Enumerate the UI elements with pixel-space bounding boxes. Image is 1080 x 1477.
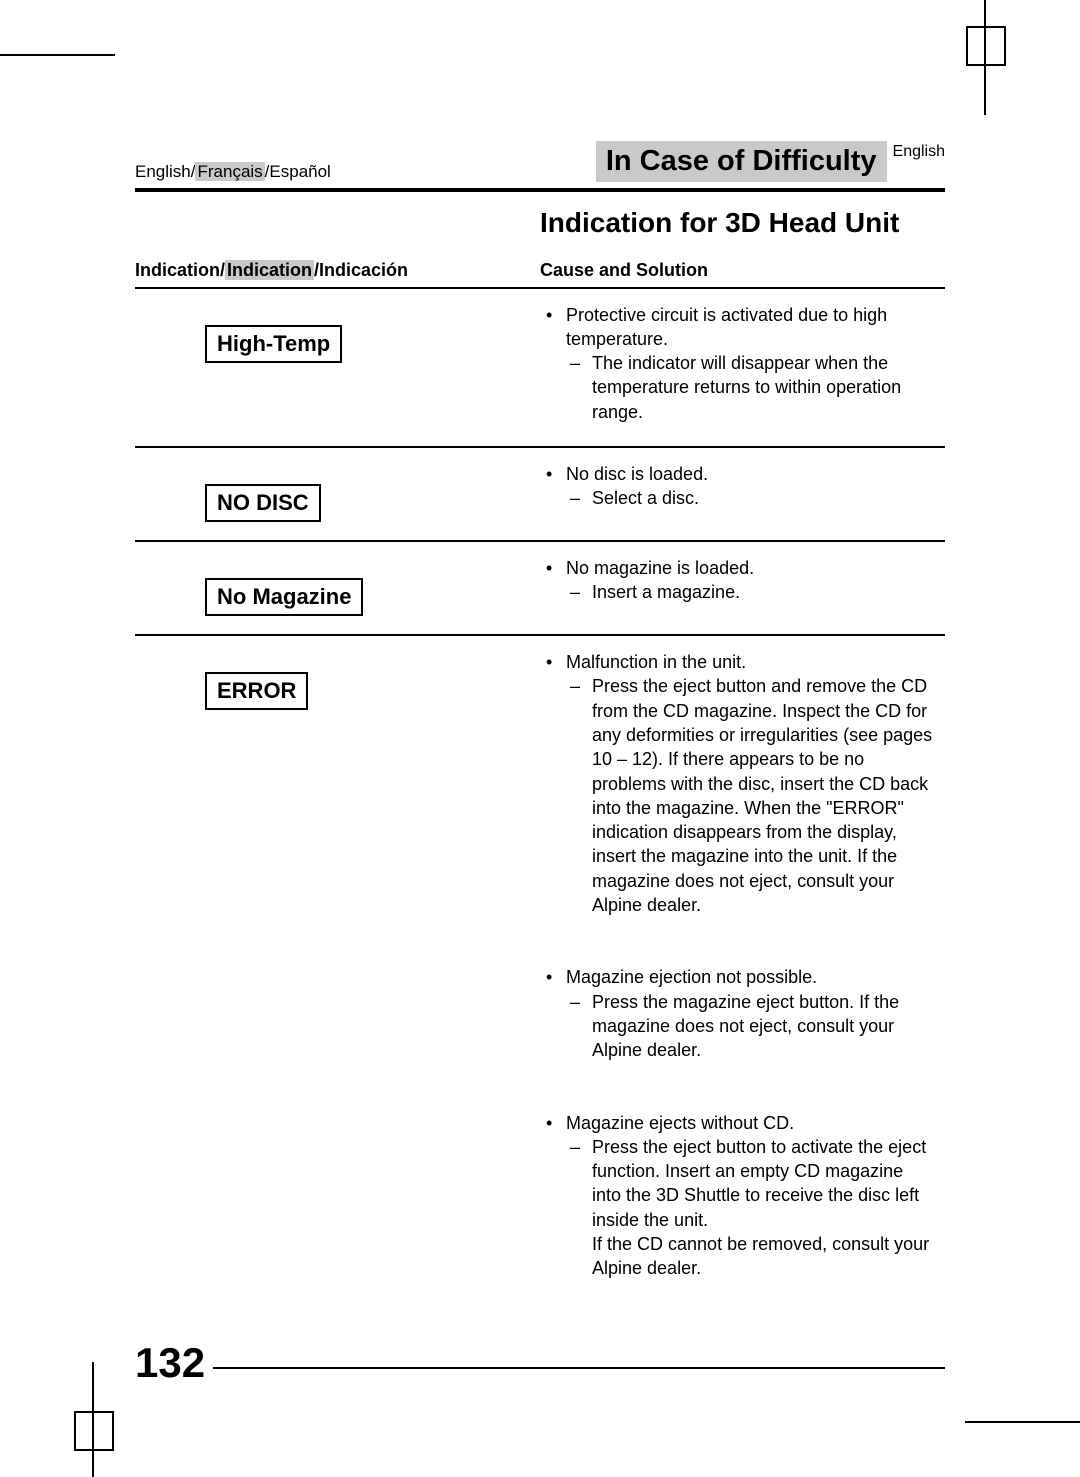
cause-cell: No disc is loaded. Select a disc. — [540, 462, 945, 522]
manual-page: English/Français/Español In Case of Diff… — [0, 0, 1080, 1477]
col-header-part: Indication/ — [135, 260, 225, 280]
table-row: ERROR Malfunction in the unit. Press the… — [135, 636, 945, 1303]
page-subtitle: Indication for 3D Head Unit — [540, 206, 945, 240]
divider-thick — [135, 188, 945, 192]
crop-mark — [965, 1421, 1080, 1423]
indicator-high-temp: High-Temp — [205, 325, 342, 363]
solution-text: Press the eject button to activate the e… — [566, 1135, 935, 1281]
col-header-part: /Indicación — [314, 260, 408, 280]
lang-francais: Français — [195, 162, 264, 181]
cause-cell: No magazine is loaded. Insert a magazine… — [540, 556, 945, 616]
cause-text: Malfunction in the unit. Press the eject… — [540, 650, 935, 917]
cause-line: No disc is loaded. — [566, 464, 708, 484]
extra-cause-block: Magazine ejects without CD. Press the ej… — [540, 1111, 935, 1281]
cause-line: Malfunction in the unit. — [566, 652, 746, 672]
crop-mark — [74, 1411, 114, 1451]
section-title: In Case of Difficulty — [596, 141, 887, 182]
lang-line: English/Français/Español — [135, 140, 596, 182]
cause-text: No magazine is loaded. Insert a magazine… — [540, 556, 935, 605]
page-number: 132 — [135, 1339, 205, 1387]
footer-rule — [213, 1367, 945, 1369]
crop-mark — [966, 26, 1006, 66]
language-tag: English — [893, 143, 945, 161]
table-row: NO DISC No disc is loaded. Select a disc… — [135, 448, 945, 542]
solution-line: Press the eject button to activate the e… — [592, 1137, 926, 1230]
page-header: English/Français/Español In Case of Diff… — [135, 140, 945, 182]
cause-text: Protective circuit is activated due to h… — [540, 303, 935, 424]
indicator-cell: ERROR — [135, 650, 540, 1285]
crop-mark — [0, 54, 115, 56]
section-title-wrap: In Case of Difficulty English — [596, 141, 945, 182]
extra-cause-block: Magazine ejection not possible. Press th… — [540, 965, 935, 1062]
col-header-indication: Indication/Indication/Indicación — [135, 260, 540, 281]
cause-text: Magazine ejection not possible. Press th… — [540, 965, 935, 1062]
indicator-error: ERROR — [205, 672, 308, 710]
indicator-no-disc: NO DISC — [205, 484, 321, 522]
cause-text: Magazine ejects without CD. Press the ej… — [540, 1111, 935, 1281]
cause-cell: Malfunction in the unit. Press the eject… — [540, 650, 945, 1285]
indicator-cell: NO DISC — [135, 462, 540, 522]
cause-line: Magazine ejection not possible. — [566, 967, 817, 987]
solution-text: Press the eject button and remove the CD… — [566, 674, 935, 917]
cause-line: Magazine ejects without CD. — [566, 1113, 794, 1133]
table-row: High-Temp Protective circuit is activate… — [135, 289, 945, 448]
lang-espanol: /Español — [265, 162, 331, 181]
solution-text: The indicator will disappear when the te… — [566, 351, 935, 424]
solution-text: Insert a magazine. — [566, 580, 935, 604]
indicator-no-magazine: No Magazine — [205, 578, 363, 616]
cause-line: Protective circuit is activated due to h… — [566, 305, 887, 349]
col-header-part: Indication — [225, 260, 314, 280]
cause-line: No magazine is loaded. — [566, 558, 754, 578]
col-header-cause: Cause and Solution — [540, 260, 945, 281]
table-row: No Magazine No magazine is loaded. Inser… — [135, 542, 945, 636]
cause-text: No disc is loaded. Select a disc. — [540, 462, 935, 511]
column-headers: Indication/Indication/Indicación Cause a… — [135, 260, 945, 281]
indicator-cell: High-Temp — [135, 303, 540, 428]
indicator-cell: No Magazine — [135, 556, 540, 616]
solution-text: Select a disc. — [566, 486, 935, 510]
lang-english: English/ — [135, 162, 195, 181]
cause-cell: Protective circuit is activated due to h… — [540, 303, 945, 428]
solution-line: If the CD cannot be removed, consult you… — [592, 1234, 929, 1278]
solution-text: Press the magazine eject button. If the … — [566, 990, 935, 1063]
